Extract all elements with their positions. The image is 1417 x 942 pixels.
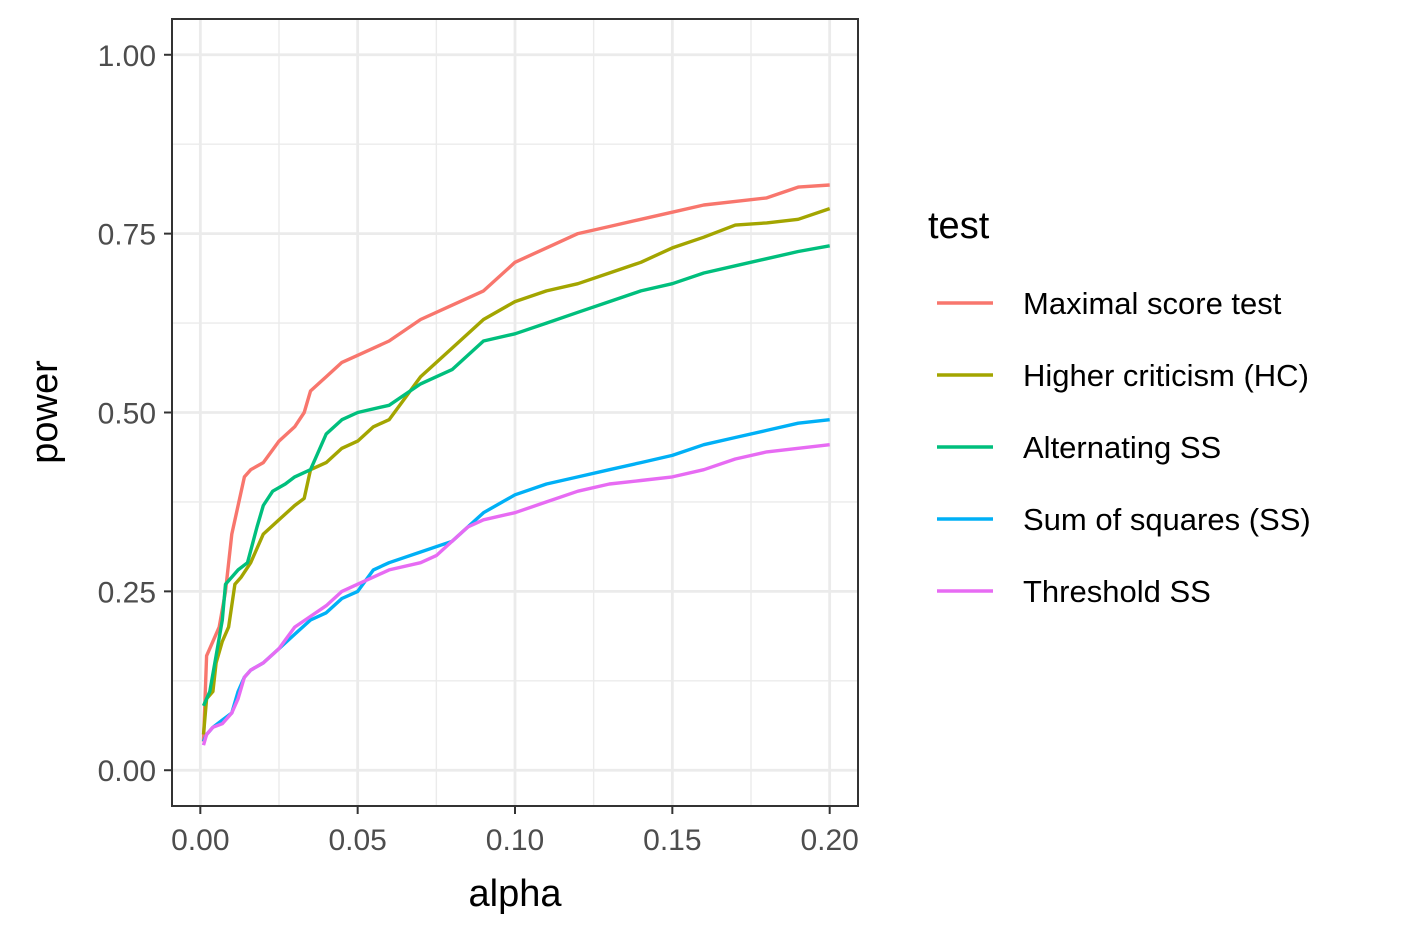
y-tick-label: 0.25 [98, 576, 156, 609]
legend-label: Alternating SS [1023, 430, 1221, 465]
legend-label: Maximal score test [1023, 286, 1282, 321]
series-line [201, 244, 831, 707]
x-tick-label: 0.00 [171, 824, 229, 857]
x-tick-label: 0.15 [643, 824, 701, 857]
legend-label: Threshold SS [1023, 574, 1211, 609]
x-axis-title: alpha [469, 873, 563, 915]
y-tick-label: 1.00 [98, 40, 156, 73]
x-tick-label: 0.20 [800, 824, 858, 857]
y-axis-title: power [24, 360, 66, 464]
legend: test Maximal score test Higher criticism … [928, 205, 1311, 609]
x-tick-label: 0.05 [328, 824, 386, 857]
y-tick-label: 0.00 [98, 755, 156, 788]
series-lines [201, 183, 831, 746]
legend-title: test [928, 205, 990, 247]
y-tick-label: 0.50 [98, 398, 156, 431]
y-axis: 0.00 0.25 0.50 0.75 1.00 [98, 40, 172, 788]
major-gridlines [172, 19, 858, 806]
legend-label: Sum of squares (SS) [1023, 502, 1311, 537]
series-line [201, 183, 830, 742]
y-tick-label: 0.75 [98, 219, 156, 252]
x-tick-label: 0.10 [486, 824, 544, 857]
legend-label: Higher criticism (HC) [1023, 358, 1309, 393]
series-line [201, 206, 831, 735]
x-axis: 0.00 0.05 0.10 0.15 0.20 [171, 806, 859, 857]
series-line [201, 443, 830, 746]
